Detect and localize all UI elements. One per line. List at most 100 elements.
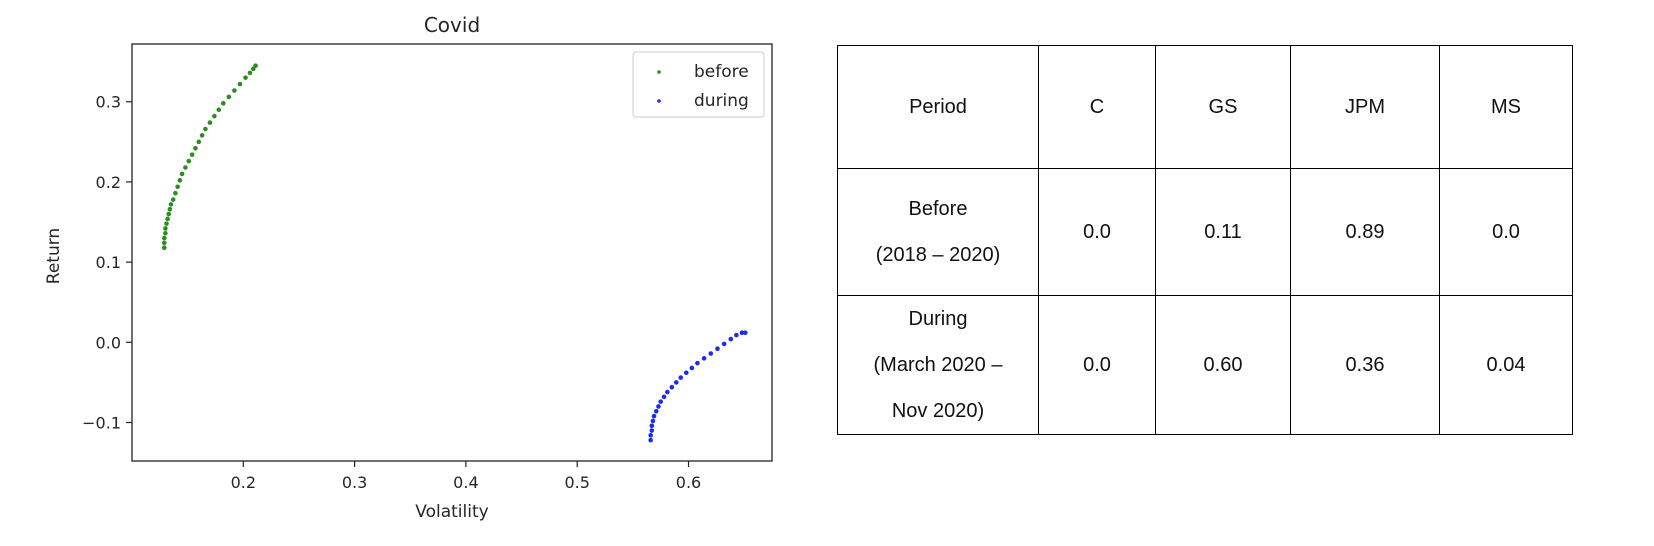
data-point-during bbox=[708, 351, 714, 356]
data-point-before bbox=[237, 81, 243, 87]
y-tick-label: 0.0 bbox=[96, 333, 121, 352]
x-axis: 0.2 0.3 0.4 0.5 0.6 bbox=[231, 461, 701, 492]
data-point-before bbox=[193, 145, 198, 151]
x-tick-label: 0.3 bbox=[342, 473, 367, 492]
legend: before during bbox=[632, 51, 765, 118]
period-line: During bbox=[908, 308, 968, 330]
data-point-during bbox=[651, 413, 657, 419]
data-point-before bbox=[167, 206, 173, 212]
data-point-before bbox=[170, 197, 176, 202]
chart-title: Covid bbox=[424, 13, 480, 37]
data-point-before bbox=[161, 245, 167, 250]
y-axis: −0.1 0.0 0.1 0.2 0.3 bbox=[82, 93, 132, 433]
data-point-during bbox=[739, 330, 745, 335]
value-cell: 0.04 bbox=[1439, 295, 1573, 435]
value-cell: 0.36 bbox=[1290, 295, 1440, 435]
data-point-before bbox=[179, 171, 185, 177]
value-cell: 0.60 bbox=[1155, 295, 1291, 435]
data-point-during bbox=[650, 418, 656, 424]
period-line: (March 2020 – bbox=[873, 354, 1003, 376]
legend-marker-before bbox=[657, 70, 661, 74]
data-point-during bbox=[683, 370, 689, 376]
x-tick-label: 0.4 bbox=[453, 473, 478, 492]
data-point-during bbox=[656, 404, 661, 409]
legend-box bbox=[632, 51, 765, 118]
data-point-before bbox=[168, 202, 174, 207]
x-tick-label: 0.5 bbox=[564, 473, 589, 492]
data-point-before bbox=[207, 120, 213, 125]
data-point-before bbox=[161, 240, 167, 246]
data-point-before bbox=[226, 94, 232, 100]
header-period: Period bbox=[837, 45, 1039, 169]
data-point-during bbox=[669, 384, 675, 390]
data-point-during bbox=[648, 437, 653, 443]
data-point-before bbox=[166, 211, 172, 217]
data-point-during bbox=[653, 408, 659, 414]
allocation-table-wrap: Period C GS JPM MS Before (2018 – 2020) … bbox=[837, 45, 1573, 435]
data-point-before bbox=[165, 216, 170, 222]
value-cell: 0.0 bbox=[1439, 168, 1573, 296]
data-point-during bbox=[689, 365, 695, 371]
data-point-during bbox=[701, 356, 707, 361]
header-c: C bbox=[1038, 45, 1156, 169]
period-line: Before bbox=[908, 198, 968, 220]
scatter-chart: Covid 0.2 0.3 0.4 0.5 0.6 −0.1 0.0 0.1 0.2 0.3 V… bbox=[44, 13, 773, 522]
data-point-before bbox=[216, 107, 222, 113]
table-header-row: Period C GS JPM MS bbox=[837, 45, 1573, 169]
value-cell: 0.0 bbox=[1038, 168, 1156, 296]
data-point-before bbox=[212, 113, 217, 119]
value-cell: 0.89 bbox=[1290, 168, 1440, 296]
data-point-during bbox=[742, 330, 748, 335]
data-point-during bbox=[661, 394, 667, 400]
period-line: Nov 2020) bbox=[891, 400, 985, 422]
header-ms: MS bbox=[1439, 45, 1573, 169]
data-point-during bbox=[648, 433, 653, 438]
value-cell: 0.11 bbox=[1155, 168, 1291, 296]
period-line: (2018 – 2020) bbox=[875, 244, 1001, 266]
data-point-before bbox=[243, 75, 248, 80]
data-point-before bbox=[199, 133, 205, 138]
data-point-before bbox=[220, 101, 226, 106]
data-point-during bbox=[665, 389, 670, 395]
data-point-before bbox=[177, 178, 183, 183]
data-point-before bbox=[251, 66, 256, 72]
value-cell: 0.0 bbox=[1038, 295, 1156, 435]
header-jpm: JPM bbox=[1290, 45, 1440, 169]
period-cell: Before (2018 – 2020) bbox=[837, 168, 1039, 296]
period-cell: During (March 2020 – Nov 2020) bbox=[837, 295, 1039, 435]
data-point-before bbox=[253, 63, 258, 68]
data-point-before bbox=[232, 88, 237, 93]
legend-marker-during bbox=[657, 99, 661, 103]
data-point-before bbox=[163, 230, 168, 236]
y-axis-label: Return bbox=[44, 228, 64, 284]
y-tick-label: 0.2 bbox=[96, 173, 121, 192]
legend-label-before: before bbox=[694, 62, 749, 82]
data-point-during bbox=[673, 380, 679, 385]
data-point-before bbox=[175, 184, 180, 190]
data-point-before bbox=[173, 190, 178, 196]
data-point-during bbox=[649, 423, 655, 429]
data-point-during bbox=[715, 346, 720, 352]
allocation-table: Period C GS JPM MS Before (2018 – 2020) … bbox=[837, 45, 1573, 435]
data-point-during bbox=[678, 375, 684, 380]
data-point-before bbox=[183, 165, 188, 170]
y-tick-label: −0.1 bbox=[82, 414, 121, 433]
data-point-during bbox=[734, 332, 739, 338]
table-row: Before (2018 – 2020) 0.0 0.11 0.89 0.0 bbox=[837, 168, 1573, 296]
y-tick-label: 0.3 bbox=[96, 93, 121, 112]
data-point-before bbox=[247, 70, 253, 76]
data-point-during bbox=[649, 428, 655, 433]
data-point-before bbox=[163, 226, 168, 231]
x-tick-label: 0.2 bbox=[231, 473, 256, 492]
data-point-before bbox=[161, 235, 167, 241]
header-gs: GS bbox=[1155, 45, 1291, 169]
table-row: During (March 2020 – Nov 2020) 0.0 0.60 … bbox=[837, 295, 1573, 435]
x-axis-label: Volatility bbox=[415, 502, 488, 522]
y-tick-label: 0.1 bbox=[96, 253, 121, 272]
data-point-before bbox=[203, 126, 208, 132]
data-point-during bbox=[695, 360, 700, 366]
data-point-during bbox=[728, 336, 734, 342]
data-point-before bbox=[189, 152, 195, 157]
data-points bbox=[161, 63, 748, 443]
data-point-before bbox=[164, 221, 169, 226]
